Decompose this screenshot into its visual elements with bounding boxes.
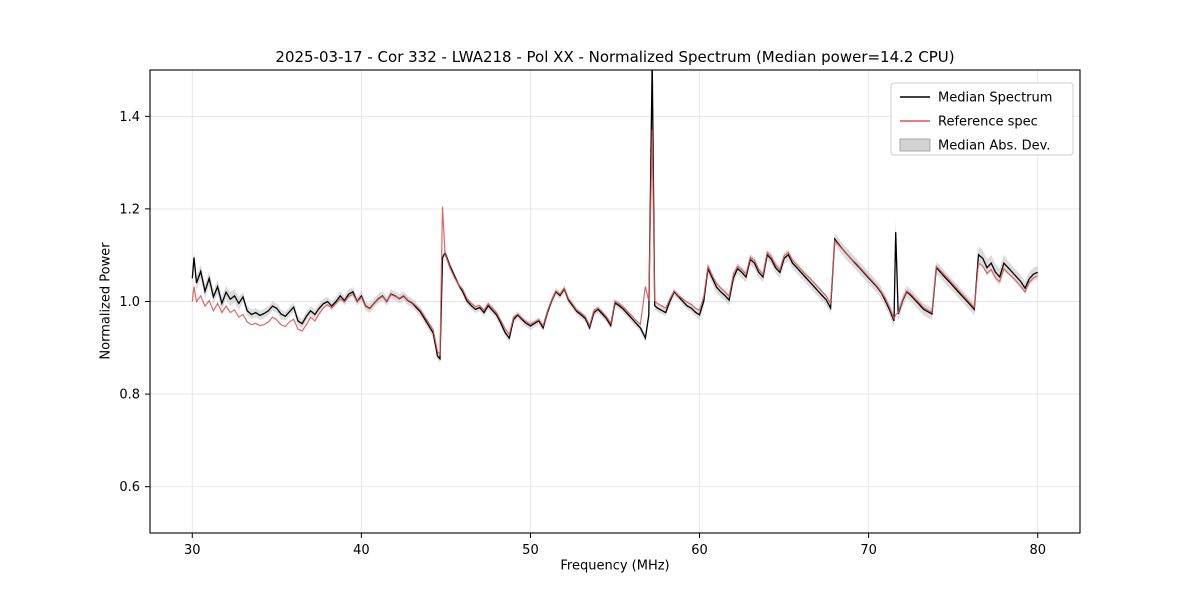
- y-tick-label: 0.6: [119, 480, 140, 495]
- x-tick-label: 40: [353, 543, 370, 558]
- y-axis-label: Normalized Power: [98, 242, 114, 360]
- legend-label: Median Spectrum: [938, 91, 1052, 106]
- x-tick-label: 70: [860, 543, 877, 558]
- y-tick-label: 1.0: [119, 295, 140, 310]
- legend-label: Reference spec: [938, 115, 1038, 130]
- legend: Median Spectrum Reference spec Median Abs.…: [890, 82, 1074, 156]
- plot-title: 2025-03-17 - Cor 332 - LWA218 - Pol XX -…: [275, 48, 955, 66]
- y-tick-label: 1.4: [119, 110, 140, 125]
- x-axis-label: Frequency (MHz): [560, 558, 670, 574]
- legend-label: Median Abs. Dev.: [938, 139, 1050, 154]
- x-tick-label: 30: [184, 543, 201, 558]
- y-tick-label: 0.8: [119, 388, 140, 403]
- x-tick-label: 50: [522, 543, 539, 558]
- x-tick-label: 60: [691, 543, 708, 558]
- x-tick-label: 80: [1029, 543, 1046, 558]
- y-tick-label: 1.2: [119, 202, 140, 217]
- reference-spec-line: [191, 130, 1038, 356]
- legend-box: [890, 82, 1074, 156]
- legend-sample-band: [899, 138, 931, 152]
